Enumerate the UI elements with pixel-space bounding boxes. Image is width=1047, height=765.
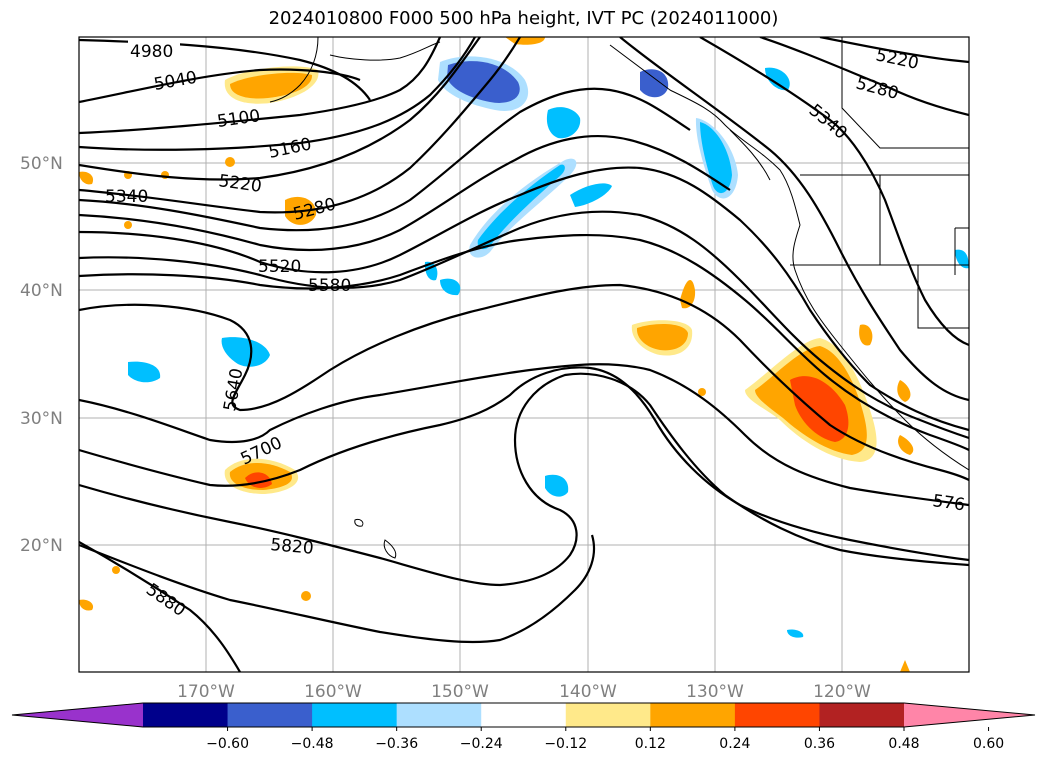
colorbar-tick-label: −0.12	[544, 736, 587, 752]
lat-label: 20°N	[20, 536, 63, 556]
contour-label: 5880	[142, 580, 189, 621]
contour-label: 5100	[216, 106, 262, 132]
colorbar-tick-label: −0.48	[291, 736, 334, 752]
lon-label: 130°W	[686, 682, 744, 702]
lat-label: 40°N	[20, 281, 63, 301]
contour-label: 5220	[217, 171, 263, 197]
coastlines	[269, 37, 969, 559]
colorbar-bin	[143, 703, 229, 727]
contour-label: 5340	[805, 101, 851, 144]
colorbar-bin	[481, 703, 567, 727]
contour-label: 5520	[258, 257, 301, 277]
lat-label: 50°N	[20, 154, 63, 174]
colorbar-tick-label: 0.12	[635, 736, 666, 752]
colorbar-tick-label: 0.60	[973, 736, 1004, 752]
colorbar-tick-label: −0.24	[460, 736, 503, 752]
contour-label: 5640	[220, 367, 247, 413]
colorbar-bin	[227, 703, 313, 727]
contour-label: 5820	[270, 535, 315, 559]
ivt-positive-shading	[79, 37, 914, 672]
map-title: 2024010800 F000 500 hPa height, IVT PC (…	[268, 8, 779, 29]
colorbar-extend-max	[904, 703, 1035, 727]
contour-label: 4980	[130, 42, 173, 62]
lon-label: 160°W	[304, 682, 362, 702]
lon-label: 170°W	[177, 682, 235, 702]
colorbar-outline	[11, 702, 1036, 728]
colorbar-bin	[734, 703, 820, 727]
lon-label: 120°W	[813, 682, 871, 702]
contour-label: 5160	[267, 134, 313, 163]
lat-label: 30°N	[20, 409, 63, 429]
map-area: 4980 5040 5100 5160 5220 5280 5340 5520 …	[79, 37, 969, 672]
colorbar-bin	[819, 703, 905, 727]
latitude-labels: 50°N 40°N 30°N 20°N	[20, 154, 63, 556]
contour-label: 5280	[854, 74, 901, 105]
colorbar-bin	[565, 703, 651, 727]
colorbar-bin	[312, 703, 398, 727]
colorbar-tick-label: 0.24	[719, 736, 750, 752]
contour-label: 5340	[105, 187, 148, 207]
colorbar-bin	[650, 703, 736, 727]
colorbar-tick-label: −0.36	[375, 736, 418, 752]
lon-label: 150°W	[431, 682, 489, 702]
contour-label: 5580	[308, 276, 351, 296]
colorbar-tick-label: 0.48	[888, 736, 919, 752]
colorbar-bin	[396, 703, 482, 727]
map-frame	[78, 36, 970, 673]
contour-labels: 4980 5040 5100 5160 5220 5280 5340 5520 …	[105, 40, 966, 621]
contour-label: 576	[931, 491, 966, 515]
contour-label: 5220	[874, 45, 920, 74]
colorbar-tick-label: −0.60	[206, 736, 249, 752]
contour-label: 5040	[152, 68, 198, 95]
height-contours	[79, 37, 969, 672]
colorbar: −0.60 −0.48 −0.36 −0.24 −0.12 0.12 0.24 0.36 0.4…	[11, 702, 1036, 752]
colorbar-extend-min	[12, 703, 143, 727]
longitude-labels: 170°W 160°W 150°W 140°W 130°W 120°W	[177, 682, 871, 702]
colorbar-tick-label: 0.36	[804, 736, 835, 752]
lon-label: 140°W	[559, 682, 617, 702]
